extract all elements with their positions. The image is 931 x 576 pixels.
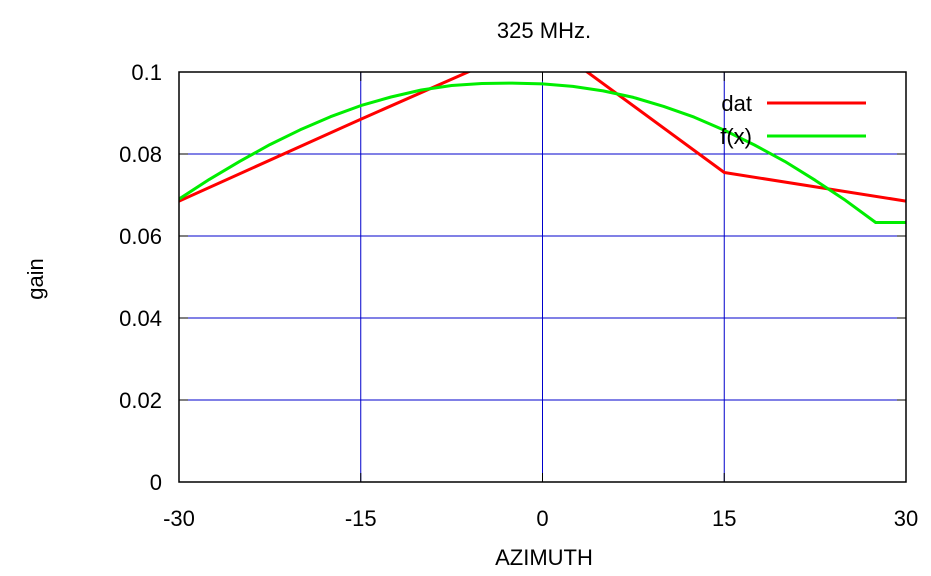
series-group [179,72,906,224]
x-tick-label: 15 [712,506,736,531]
y-tick-label: 0.06 [119,224,162,249]
y-tick-label: 0.1 [131,60,162,85]
legend-label: dat [721,91,752,116]
legend-label: f(x) [720,124,752,149]
series-line-1 [179,81,906,224]
y-tick-label: 0.02 [119,388,162,413]
x-tick-label: -15 [345,506,377,531]
y-tick-label: 0.08 [119,142,162,167]
grid [179,72,906,482]
y-tick-label: 0 [150,470,162,495]
x-axis-label: AZIMUTH [495,545,593,570]
y-tick-label: 0.04 [119,306,162,331]
chart-title: 325 MHz. [497,18,591,43]
x-tick-label: 30 [894,506,918,531]
legend: dat f(x) [720,91,866,149]
series-line-0 [179,72,906,203]
x-tick-label: -30 [163,506,195,531]
ticks: -30 -15 0 15 30 0 0.02 0.04 0.06 0.08 0.1 [119,60,918,531]
y-axis-label: gain [23,258,48,300]
x-tick-label: 0 [536,506,548,531]
